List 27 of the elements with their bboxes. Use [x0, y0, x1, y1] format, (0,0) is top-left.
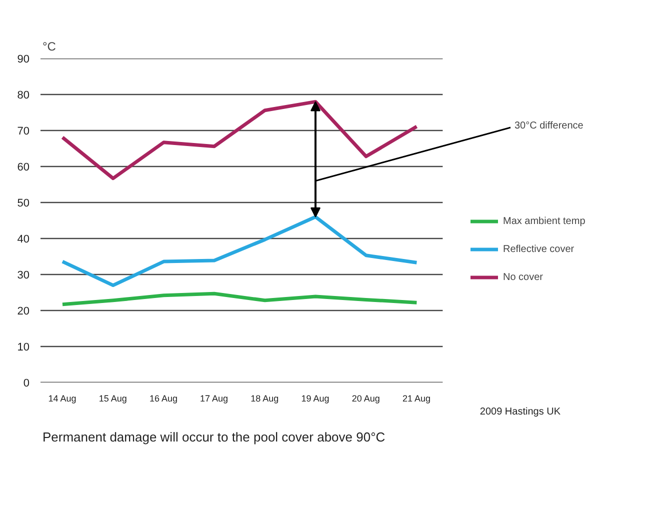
y-tick-label: 70: [17, 126, 30, 138]
y-tick-label: 80: [17, 90, 30, 102]
y-tick-label: 60: [17, 162, 30, 174]
legend-label: No cover: [503, 272, 544, 282]
text: 30°C difference: [514, 120, 584, 132]
legend-label: Reflective cover: [503, 244, 574, 254]
x-tick-label: 18 Aug: [250, 394, 279, 404]
y-tick-label: 20: [17, 306, 30, 318]
x-tick-label: 20 Aug: [352, 394, 380, 404]
text: 2009 Hastings UK: [480, 406, 561, 418]
x-tick-label: 21 Aug: [402, 394, 430, 404]
text: Permanent damage will occur to the pool cover above 90°C: [42, 430, 386, 444]
y-tick-label: 30: [17, 270, 30, 282]
y-tick-label: 0: [23, 378, 30, 390]
y-tick-label: 10: [17, 342, 30, 354]
line-series: [60, 292, 418, 306]
x-tick-label: 17 Aug: [200, 394, 228, 404]
x-tick-label: 14 Aug: [48, 394, 76, 404]
y-tick-label: 50: [17, 198, 30, 210]
x-tick-label: 16 Aug: [149, 394, 178, 404]
y-tick-label: 90: [17, 54, 30, 66]
legend-label: Max ambient temp: [503, 216, 586, 226]
line-series: [60, 100, 418, 180]
y-axis-title: °C: [42, 40, 56, 54]
y-tick-label: 40: [17, 234, 30, 246]
x-tick-label: 19 Aug: [301, 394, 330, 404]
x-tick-label: 15 Aug: [98, 394, 127, 404]
